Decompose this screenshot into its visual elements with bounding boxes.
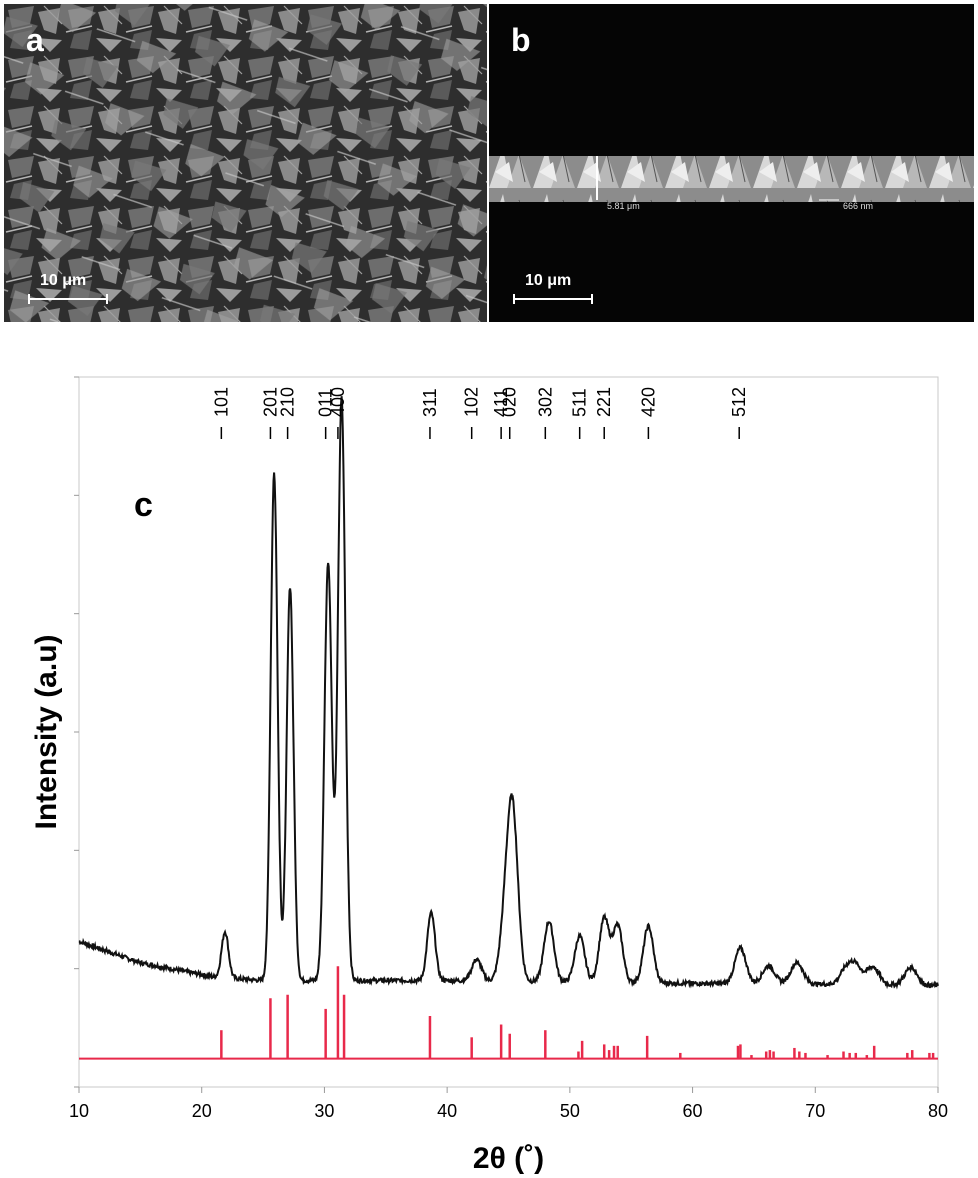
x-tick-label: 80 [928, 1101, 948, 1121]
panel-label-c: c [134, 486, 153, 524]
scale-bar-line-b [513, 294, 593, 304]
measured-pattern-line [78, 396, 939, 990]
hkl-label: 400 [328, 387, 348, 417]
hkl-label: 311 [420, 388, 440, 417]
hkl-label: 302 [535, 387, 555, 417]
x-tick-label: 40 [437, 1101, 457, 1121]
hkl-label: 411 [491, 388, 511, 417]
hkl-label: 221 [594, 387, 614, 417]
hkl-label: 210 [278, 387, 298, 417]
panel-label-a: a [26, 22, 44, 58]
x-tick-label: 50 [560, 1101, 580, 1121]
scale-bar-line-a [28, 294, 108, 304]
hkl-label: 512 [729, 387, 749, 417]
scale-bar-label-b: 10 μm [525, 272, 572, 289]
scale-bar-label-a: 10 μm [40, 272, 87, 289]
hkl-label: 511 [570, 388, 590, 417]
hkl-label: 201 [260, 387, 280, 417]
x-axis-title: 2θ (˚) [473, 1142, 544, 1175]
panel-label-b: b [511, 22, 531, 58]
y-axis-title: Intensity (a.u) [30, 634, 63, 829]
thickness-label-1: 5.81 μm [607, 201, 640, 211]
sem-texture-a [4, 4, 487, 322]
hkl-label: 420 [638, 387, 658, 417]
hkl-label: 020 [500, 387, 520, 417]
x-tick-label: 20 [192, 1101, 212, 1121]
x-tick-label: 60 [683, 1101, 703, 1121]
sem-cross-section-b [489, 150, 974, 202]
hkl-label: 011 [316, 388, 336, 417]
x-tick-label: 30 [314, 1101, 334, 1121]
sem-image-b: 5.81 μm 666 nm b 10 μm [489, 4, 974, 322]
x-tick-label: 70 [805, 1101, 825, 1121]
x-tick-label: 10 [69, 1101, 89, 1121]
hkl-label: 101 [211, 387, 231, 417]
sem-image-a: a 10 μm [4, 4, 487, 322]
hkl-label: 102 [462, 387, 482, 417]
thickness-label-2: 666 nm [843, 201, 874, 211]
